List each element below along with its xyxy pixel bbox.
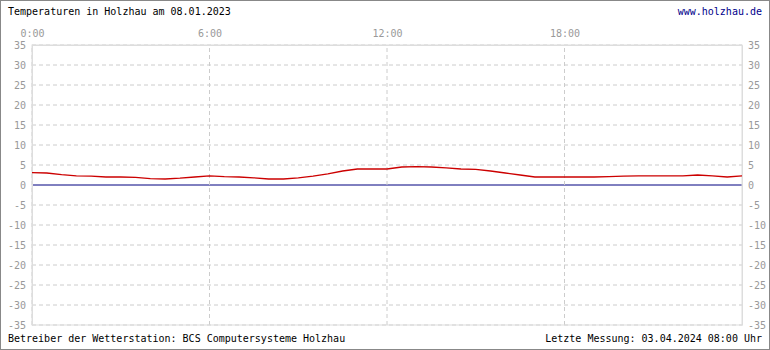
tick-label: 30 [14,60,26,71]
tick: -10 [8,220,32,231]
tick: -35 [742,320,766,331]
y-grid-line [32,165,742,166]
tick-label: -20 [8,260,26,271]
tick: -20 [742,260,766,271]
tick: 25 [14,80,32,91]
tick-label: 0 [748,180,754,191]
tick: 0 [742,180,754,191]
url: www.holzhau.de [678,6,762,17]
title: Temperaturen in Holzhau am 08.01.2023 [8,6,231,17]
tick-label: 10 [748,140,760,151]
tick: 20 [742,100,760,111]
outer-border [1,1,770,350]
tick: 5 [20,160,32,171]
tick-label: 35 [748,40,760,51]
x-grid-line [387,45,388,325]
tick-label: 5 [20,160,26,171]
tick: 35 [14,40,32,51]
tick: 30 [742,60,760,71]
tick-label: 15 [748,120,760,131]
axis-line [32,46,33,326]
tick-label: 12:00 [372,28,402,39]
tick: 12:00 [372,28,402,45]
tick: -5 [742,200,760,211]
tick: -25 [8,280,32,291]
axis-line [33,45,743,46]
tick: 35 [742,40,760,51]
tick-label: 18:00 [550,28,580,39]
y-axis-left: -35 -30 -25 -20 -15 -10 -5 0 5 10 15 20 25 30 35 [8,40,33,331]
tick: 20 [14,100,32,111]
tick: 10 [14,140,32,151]
axis-line [742,46,743,326]
tick: -5 [14,200,32,211]
tick: 30 [14,60,32,71]
tick: 6:00 [198,28,222,45]
tick: 10 [742,140,760,151]
tick-label: 6:00 [198,28,222,39]
y-grid-line [32,305,742,306]
tick-label: -10 [748,220,766,231]
tick-label: -5 [14,200,26,211]
tick-label: -15 [8,240,26,251]
tick: 0:00 [20,28,44,45]
tick-label: -25 [8,280,26,291]
tick: -20 [8,260,32,271]
tick: -30 [8,300,32,311]
tick-label: 10 [14,140,26,151]
plot-area [32,167,742,179]
tick: -10 [742,220,766,231]
chart: -35 -30 -25 -20 -15 -10 -5 0 5 10 15 20 25 30 35 -35 -30… [0,0,770,350]
tick-label: -35 [8,320,26,331]
tick-label: -35 [748,320,766,331]
tick-label: 30 [748,60,760,71]
tick: 25 [742,80,760,91]
tick-label: -10 [8,220,26,231]
tick: 5 [742,160,754,171]
tick-label: -25 [748,280,766,291]
tick-label: -20 [748,260,766,271]
tick: -35 [8,320,32,331]
grid [32,45,742,325]
tick-label: 20 [748,100,760,111]
tick-label: -30 [748,300,766,311]
tick-label: -5 [748,200,760,211]
temperature-line [32,167,742,179]
tick: -15 [742,240,766,251]
tick-label: -15 [748,240,766,251]
y-axis-right: -35 -30 -25 -20 -15 -10 -5 0 5 10 15 20 25 30 35 [742,40,766,331]
x-grid-line [209,45,210,325]
plot-frame [32,45,742,325]
tick: 15 [742,120,760,131]
tick-label: 0 [20,180,26,191]
x-grid-line [564,45,565,325]
last-measurement: Letzte Messung: 03.04.2024 08:00 Uhr [545,333,762,344]
operator-note: Betreiber der Wetterstation: BCS Compute… [8,333,345,344]
tick-label: 25 [748,80,760,91]
tick: -30 [742,300,766,311]
tick-label: 35 [14,40,26,51]
tick-label: 5 [748,160,754,171]
tick-label: -30 [8,300,26,311]
tick-label: 20 [14,100,26,111]
x-axis: 0:00 6:00 12:00 18:00 [20,28,742,46]
tick: -15 [8,240,32,251]
tick: -25 [742,280,766,291]
tick-label: 15 [14,120,26,131]
tick: 15 [14,120,32,131]
tick-label: 0:00 [20,28,44,39]
tick: 0 [20,180,32,191]
tick-label: 25 [14,80,26,91]
y-grid-line [32,145,742,146]
tick: 18:00 [550,28,580,45]
y-grid-line [32,285,742,286]
